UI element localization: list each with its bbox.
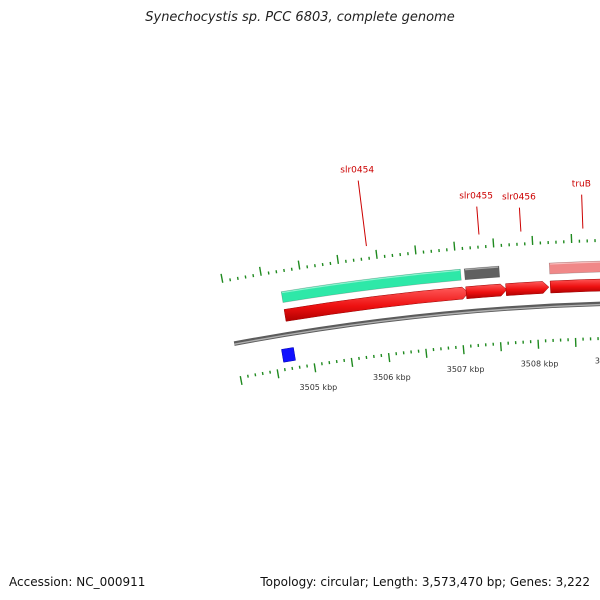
gene-label-slr0455: slr0455 [459, 192, 493, 202]
outer-tick [375, 249, 378, 259]
outer-tick [244, 275, 247, 279]
gene-label-slr0456: slr0456 [502, 193, 536, 203]
label-leader-slr0455 [476, 206, 480, 235]
gene-feature-slr0455 [463, 265, 501, 281]
scale-tick [261, 371, 264, 376]
cds-arrow-truB [549, 278, 600, 294]
backbone-highlight [234, 304, 600, 345]
gene-label-truB: truB [572, 180, 591, 190]
outer-tick [252, 274, 255, 278]
gene-feature-shine [464, 266, 499, 271]
gene-feature-truB [548, 260, 600, 275]
outer-tick [297, 260, 301, 270]
scale-tick [239, 375, 243, 386]
outer-tick [453, 241, 456, 251]
scale-label-3507: 3507 kbp [447, 365, 485, 374]
scale-label-3506: 3506 kbp [373, 373, 411, 382]
gene-features [280, 260, 600, 363]
outer-tick-marks [220, 233, 596, 283]
scale-tick [276, 369, 280, 379]
label-leader-slr0454 [357, 180, 367, 247]
outer-tick [414, 245, 417, 255]
scale-tick [269, 370, 272, 374]
label-leader-truB [581, 194, 584, 229]
accession-text: Accession: NC_000911 [9, 575, 146, 589]
scale-tick [350, 357, 354, 367]
cds-features [283, 278, 600, 322]
gene-label-slr0454: slr0454 [340, 166, 374, 176]
scale-label-3509: 3509 kbp [595, 357, 600, 366]
outer-tick [220, 273, 224, 283]
label-leader-slr0456 [518, 207, 522, 232]
outer-tick [258, 266, 262, 276]
gene-feature-slr0454 [280, 268, 462, 303]
scale-labels: 3505 kbp 3506 kbp 3507 kbp 3508 kbp 3509 kbp… [300, 357, 600, 392]
genome-summary-text: Topology: circular; Length: 3,573,470 bp… [260, 575, 590, 589]
scale-label-3508: 3508 kbp [521, 360, 559, 369]
scale-tick [387, 353, 391, 363]
minus-strand-feature [281, 347, 296, 363]
scale-tick [499, 342, 502, 352]
outer-tick [492, 238, 495, 248]
outer-tick [236, 276, 239, 280]
gene-labels: slr0454slr0455slr0456truBslr0458slr0459 [340, 166, 591, 247]
outer-tick [531, 235, 534, 245]
cds-arrow-slr0456 [505, 281, 550, 296]
scale-tick [462, 345, 465, 355]
cds-arrow-slr0455 [465, 283, 508, 300]
gene-feature-shine [550, 261, 600, 265]
cds-arrow-slr0454 [283, 286, 469, 322]
scale-tick [254, 373, 257, 377]
genome-backbone [233, 301, 600, 346]
outer-tick [336, 254, 340, 264]
outer-tick [229, 278, 232, 282]
scale-label-3505: 3505 kbp [300, 383, 338, 392]
scale-tick [425, 348, 428, 358]
map-title: Synechocystis sp. PCC 6803, complete gen… [145, 10, 455, 25]
scale-tick-marks [239, 337, 599, 386]
gene-feature-shine [282, 269, 460, 294]
scale-tick [313, 363, 317, 373]
scale-tick [246, 374, 249, 378]
scale-tick [537, 339, 540, 349]
